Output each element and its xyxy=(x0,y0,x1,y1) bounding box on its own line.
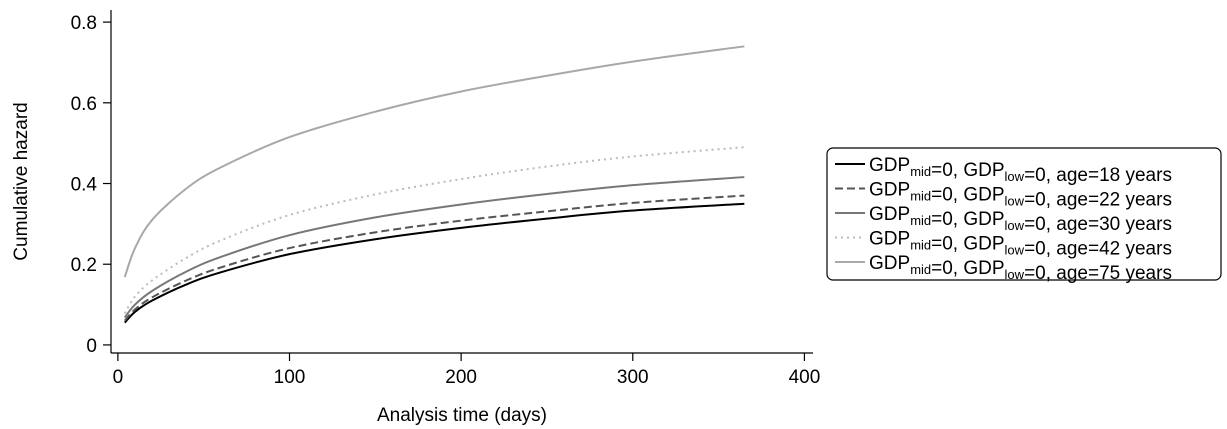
series-line-5 xyxy=(123,45,745,278)
y-axis-title: Cumulative hazard xyxy=(11,102,32,260)
x-tick-label: 400 xyxy=(789,367,821,388)
axes: 0 0.2 0.4 0.6 0.8 0 100 200 300 400 xyxy=(71,10,821,388)
legend-label-4: GDPmid=0, GDPlow=0, age=42 years xyxy=(869,229,1172,260)
plot-area xyxy=(123,45,745,324)
series-line-3 xyxy=(123,176,745,319)
legend-label-3: GDPmid=0, GDPlow=0, age=30 years xyxy=(869,204,1172,235)
x-axis-title: Analysis time (days) xyxy=(377,405,547,426)
x-tick-label: 0 xyxy=(113,367,124,388)
legend: GDPmid=0, GDPlow=0, age=18 yearsGDPmid=0… xyxy=(826,147,1222,284)
legend-label-1: GDPmid=0, GDPlow=0, age=18 years xyxy=(869,155,1172,186)
y-tick-label: 0 xyxy=(86,336,97,357)
x-tick-label: 300 xyxy=(617,367,649,388)
x-tick-label: 200 xyxy=(445,367,477,388)
legend-box xyxy=(826,147,1222,281)
y-tick-label: 0.2 xyxy=(71,255,97,276)
x-tick-label: 100 xyxy=(274,367,306,388)
legend-label-2: GDPmid=0, GDPlow=0, age=22 years xyxy=(869,180,1172,211)
series-line-4 xyxy=(123,146,745,314)
y-tick-label: 0.8 xyxy=(71,13,97,34)
series-line-2 xyxy=(123,194,745,322)
legend-label-5: GDPmid=0, GDPlow=0, age=75 years xyxy=(869,253,1172,284)
y-tick-label: 0.4 xyxy=(71,175,98,196)
series-line-1 xyxy=(123,202,745,324)
y-tick-label: 0.6 xyxy=(71,94,97,115)
